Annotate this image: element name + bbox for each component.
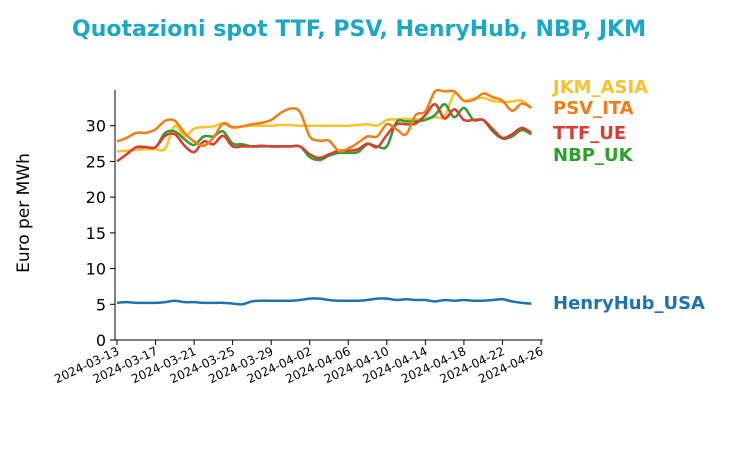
chart-title: Quotazioni spot TTF, PSV, HenryHub, NBP,… bbox=[72, 17, 646, 42]
y-axis-label: Euro per MWh bbox=[14, 153, 34, 273]
series-label-henryhub-usa: HenryHub_USA bbox=[553, 293, 705, 314]
series-lines bbox=[116, 88, 533, 306]
series-label-nbp-uk: NBP_UK bbox=[553, 145, 634, 166]
series-label-jkm-asia: JKM_ASIA bbox=[551, 77, 648, 98]
y-tick-label: 0 bbox=[96, 331, 106, 350]
series-line-ttf-ue bbox=[116, 103, 533, 163]
series-line-psv-ita bbox=[116, 88, 532, 153]
axes: 0510152025302024-03-132024-03-172024-03-… bbox=[14, 90, 545, 386]
y-tick-label: 15 bbox=[86, 224, 106, 243]
y-tick-label: 10 bbox=[86, 260, 106, 279]
y-tick-label: 25 bbox=[86, 152, 106, 171]
series-line-henryhub-usa bbox=[116, 297, 532, 306]
series-label-ttf-ue: TTF_UE bbox=[553, 123, 626, 144]
series-line-nbp-uk bbox=[136, 103, 532, 162]
y-tick-label: 5 bbox=[96, 295, 106, 314]
y-tick-label: 20 bbox=[86, 188, 106, 207]
y-tick-label: 30 bbox=[86, 117, 106, 136]
series-label-psv-ita: PSV_ITA bbox=[553, 98, 634, 119]
